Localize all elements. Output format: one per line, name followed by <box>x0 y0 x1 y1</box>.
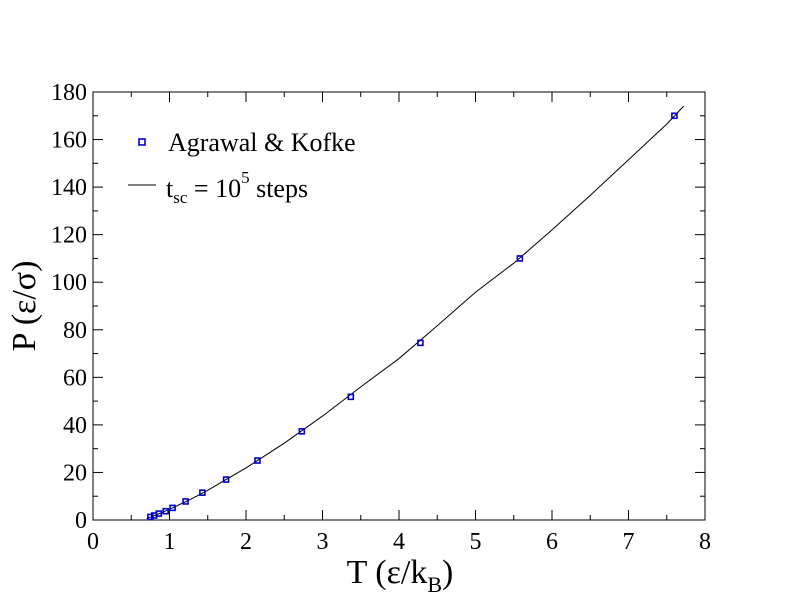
data-point <box>162 507 169 515</box>
legend-marker-agrawal-kofke <box>138 138 146 146</box>
data-point <box>169 504 176 512</box>
legend-label-tsc: tsc = 105 steps <box>166 168 308 207</box>
x-tick-label: 2 <box>240 529 252 555</box>
x-tick-label: 0 <box>87 529 99 555</box>
data-point <box>222 476 230 483</box>
y-tick-label: 180 <box>51 80 87 106</box>
x-tick-label: 1 <box>164 529 176 555</box>
legend-label-agrawal-kofke: Agrawal & Kofke <box>168 128 356 157</box>
series-points-agrawal-kofke <box>147 112 678 521</box>
x-tick-label: 7 <box>623 529 635 555</box>
x-tick-label: 6 <box>546 529 558 555</box>
x-tick-label: 4 <box>393 529 405 555</box>
data-point <box>347 393 355 401</box>
y-tick-label: 80 <box>63 318 87 344</box>
x-tick-label: 8 <box>699 529 711 555</box>
y-tick-label: 120 <box>51 223 87 249</box>
y-tick-label: 0 <box>75 508 87 534</box>
data-point <box>155 510 163 517</box>
y-tick-label: 20 <box>63 460 87 486</box>
y-tick-label: 60 <box>63 365 87 391</box>
series-line-tsc <box>146 105 684 520</box>
x-axis-title: T (ε/kB) <box>347 554 454 597</box>
y-tick-label: 140 <box>51 175 87 201</box>
y-tick-label: 100 <box>51 270 87 296</box>
x-tick-label: 3 <box>317 529 329 555</box>
data-point <box>417 339 424 347</box>
data-point <box>298 428 306 435</box>
data-point <box>182 498 189 505</box>
y-axis-title: P (ε/σ) <box>6 261 43 352</box>
data-point <box>199 489 206 496</box>
data-point <box>147 513 154 521</box>
legend: Agrawal & Kofke tsc = 105 steps <box>128 128 356 207</box>
x-tick-label: 5 <box>470 529 482 555</box>
data-point <box>254 457 261 464</box>
data-point <box>516 255 524 262</box>
y-tick-label: 40 <box>63 413 87 439</box>
y-tick-label: 160 <box>51 128 87 154</box>
data-point <box>671 112 678 120</box>
axis-ticks <box>92 91 706 521</box>
